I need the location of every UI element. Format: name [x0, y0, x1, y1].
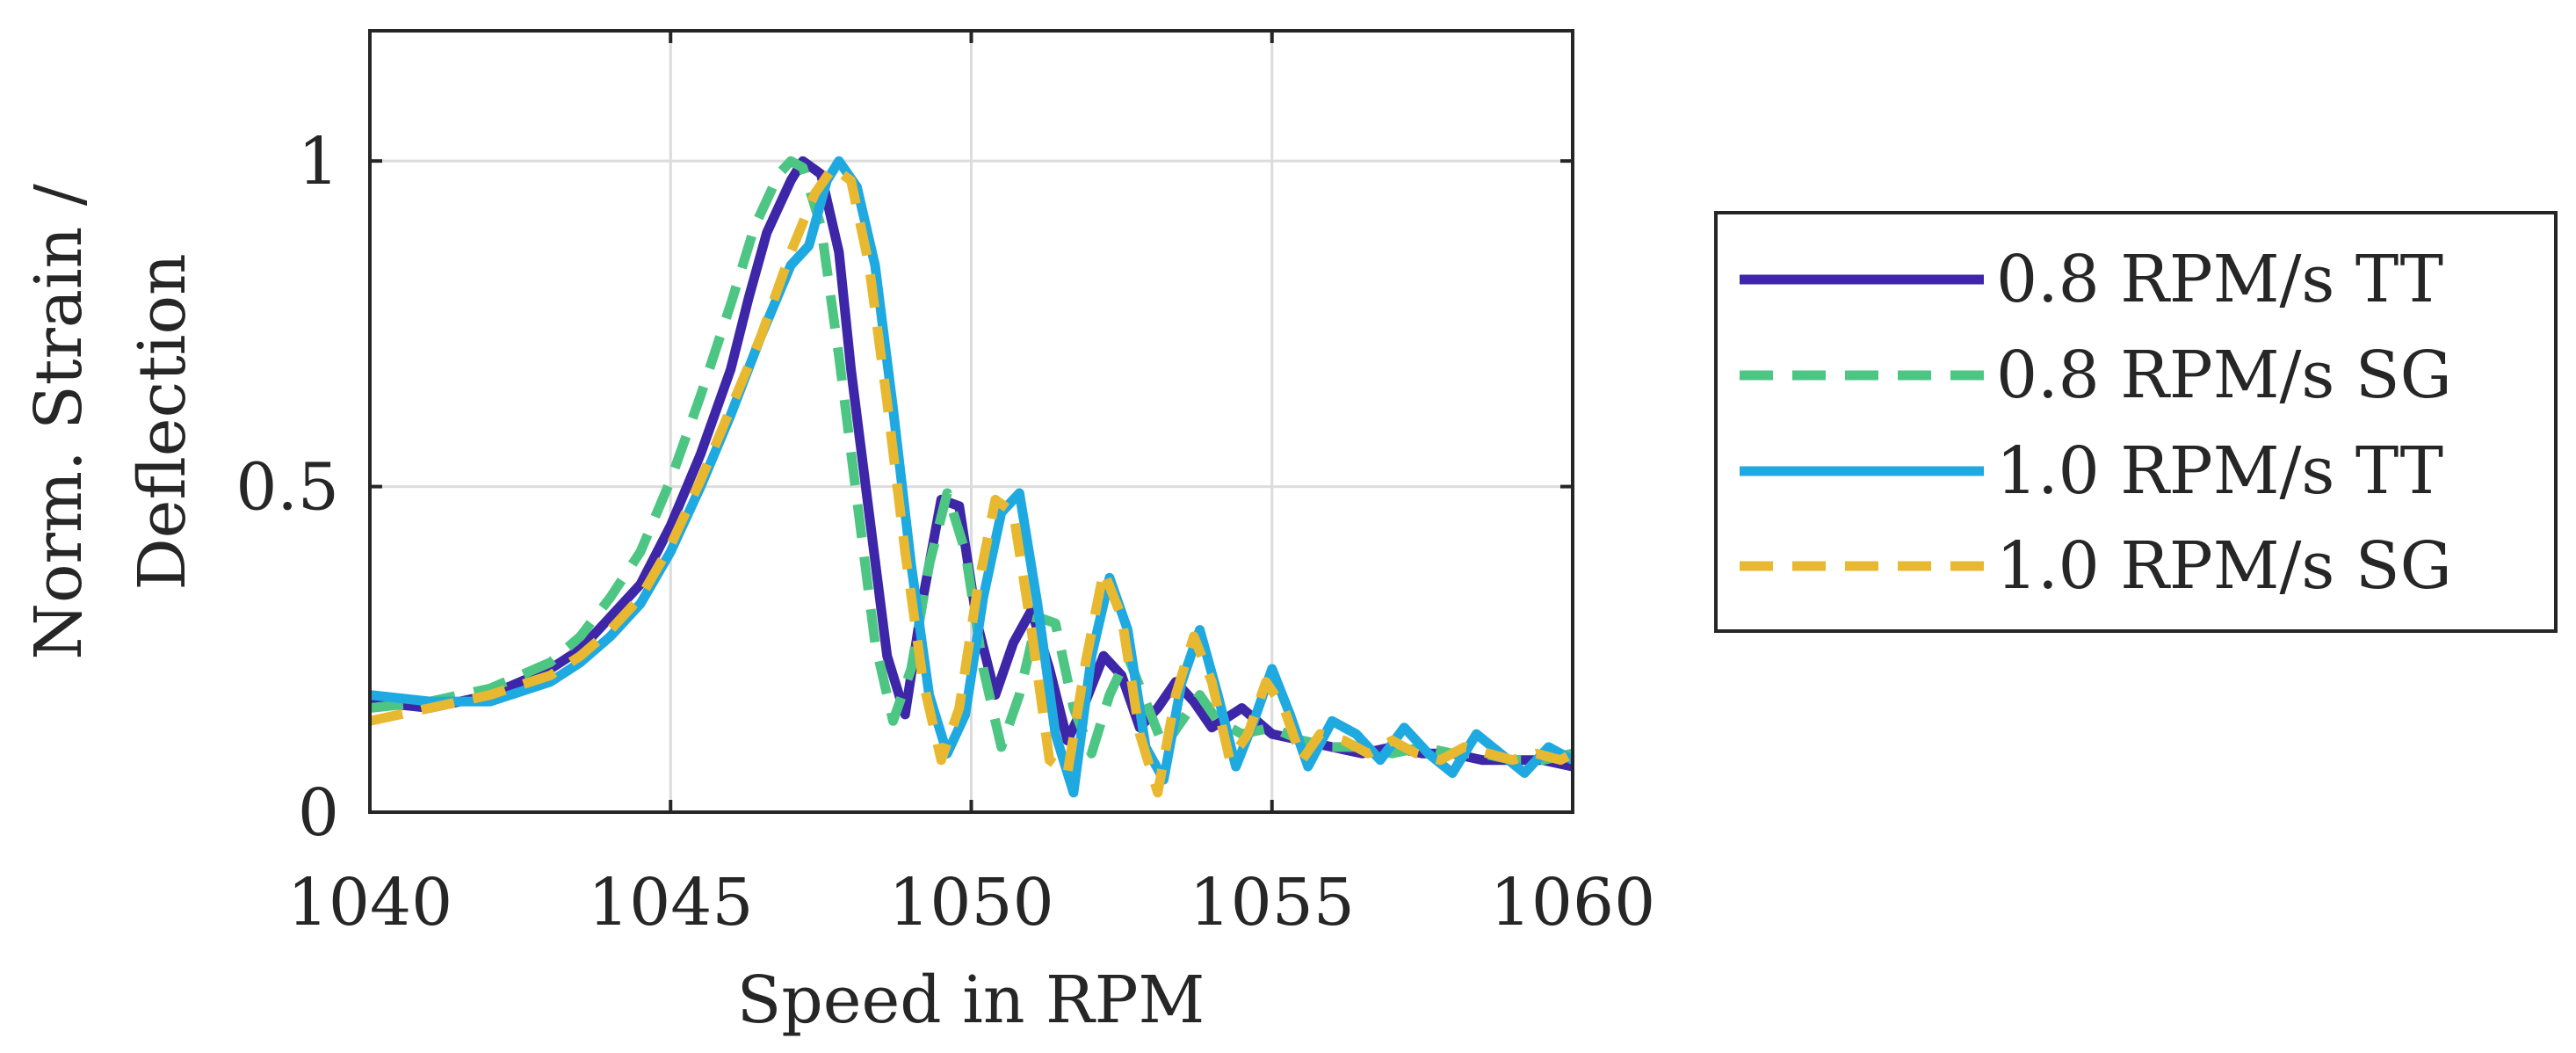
y-tick-label: 0 [298, 775, 339, 851]
y-axis-label-line-2: Deflection [125, 253, 200, 590]
x-tick-label: 1060 [1490, 865, 1655, 940]
series-line-4 [368, 163, 1575, 798]
y-axis-label: Norm. Strain / Deflection [21, 184, 200, 660]
x-axis-label: Speed in RPM [737, 962, 1205, 1038]
y-tick-labels: 00.51 [235, 124, 339, 851]
grid-lines [370, 31, 1573, 812]
legend-label-3: 1.0 RPM/s TT [1996, 433, 2443, 509]
legend: 0.8 RPM/s TT 0.8 RPM/s SG 1.0 RPM/s TT 1.0 … [1714, 211, 2558, 633]
y-tick-label: 1 [298, 124, 339, 200]
axis-ticks [368, 31, 1574, 814]
y-tick-label: 0.5 [235, 450, 339, 526]
series-line-1 [369, 156, 1574, 772]
x-tick-label: 1050 [888, 865, 1053, 940]
legend-label-2: 0.8 RPM/s SG [1996, 338, 2452, 413]
x-tick-label: 1040 [287, 865, 452, 940]
x-tick-label: 1045 [588, 865, 753, 940]
y-axis-label-line-1: Norm. Strain / [21, 184, 97, 660]
legend-label-1: 0.8 RPM/s TT [1996, 242, 2443, 317]
x-tick-labels: 1040 1045 1050 1055 1060 [287, 865, 1655, 940]
series-line-2 [369, 156, 1574, 766]
x-tick-label: 1055 [1190, 865, 1355, 940]
legend-label-4: 1.0 RPM/s SG [1996, 528, 2452, 604]
series-line-3 [369, 156, 1575, 798]
series-lines [368, 156, 1575, 798]
